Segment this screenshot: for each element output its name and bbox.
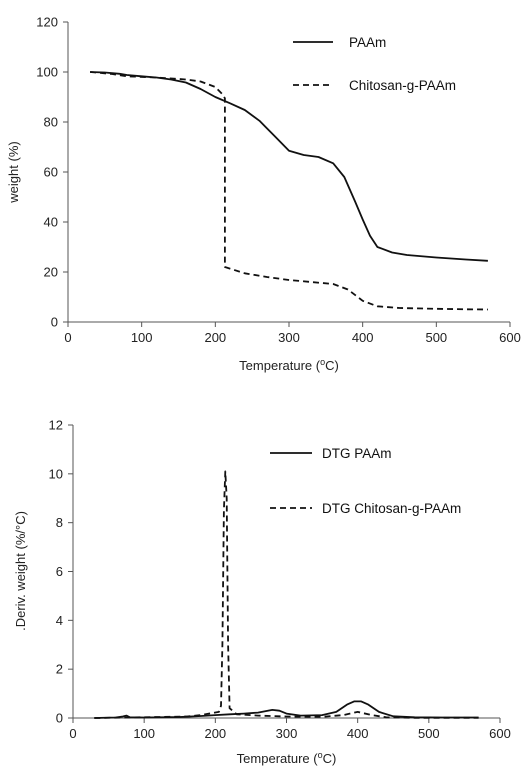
x-tick-label: 200 bbox=[204, 330, 226, 345]
y-tick-label: 12 bbox=[49, 418, 63, 433]
x-axis-title-end: C) bbox=[323, 751, 337, 766]
y-tick-label: 60 bbox=[44, 165, 58, 180]
x-tick-label: 300 bbox=[278, 330, 300, 345]
y-tick-label: 10 bbox=[49, 466, 63, 481]
y-tick-label: 4 bbox=[56, 613, 63, 628]
x-tick-label: 600 bbox=[499, 330, 521, 345]
x-axis-title-main: Temperature ( bbox=[237, 751, 319, 766]
y-tick-label: 80 bbox=[44, 115, 58, 130]
y-tick-label: 8 bbox=[56, 515, 63, 530]
x-tick-label: 200 bbox=[204, 726, 226, 741]
y-tick-label: 6 bbox=[56, 564, 63, 579]
y-tick-label: 40 bbox=[44, 215, 58, 230]
series-line-1 bbox=[94, 700, 479, 719]
y-tick-label: 2 bbox=[56, 662, 63, 677]
series-line-1 bbox=[90, 71, 488, 262]
chart-2: 0 100 200 300 400 500 600 0 2 4 6 8 10 12 .Deriv. weig… bbox=[13, 418, 511, 767]
x-axis-title-superscript: o bbox=[318, 750, 323, 760]
y-tick-label: 120 bbox=[36, 15, 58, 30]
x-axis-title: Temperature (oC) bbox=[239, 357, 339, 373]
x-tick-label: 100 bbox=[131, 330, 153, 345]
x-tick-label: 0 bbox=[69, 726, 76, 741]
x-tick-label: 500 bbox=[418, 726, 440, 741]
y-tick-label: 20 bbox=[44, 265, 58, 280]
x-tick-label: 400 bbox=[352, 330, 374, 345]
x-tick-label: 600 bbox=[489, 726, 511, 741]
legend-label-1: DTG PAAm bbox=[322, 446, 392, 461]
x-tick-label: 300 bbox=[276, 726, 298, 741]
chart-1: 0 100 200 300 400 500 600 0 20 40 60 80 100 120 weight… bbox=[6, 15, 521, 374]
series-line-2 bbox=[90, 71, 488, 311]
x-tick-label: 500 bbox=[425, 330, 447, 345]
x-tick-label: 0 bbox=[64, 330, 71, 345]
x-tick-label: 400 bbox=[347, 726, 369, 741]
y-tick-label: 0 bbox=[51, 315, 58, 330]
series-line-2 bbox=[94, 470, 479, 719]
x-axis-title-superscript: o bbox=[320, 357, 325, 367]
y-axis-title: .Deriv. weight (%/°C) bbox=[13, 511, 28, 631]
y-tick-label: 100 bbox=[36, 65, 58, 80]
y-tick-label: 0 bbox=[56, 711, 63, 726]
x-tick-label: 100 bbox=[133, 726, 155, 741]
legend-label-1: PAAm bbox=[349, 35, 386, 50]
x-axis-title-end: C) bbox=[325, 358, 339, 373]
x-axis-title-main: Temperature ( bbox=[239, 358, 321, 373]
legend-label-2: Chitosan-g-PAAm bbox=[349, 78, 456, 93]
y-axis-title: weight (%) bbox=[6, 141, 21, 203]
x-axis-title: Temperature (oC) bbox=[237, 750, 337, 766]
legend-label-2: DTG Chitosan-g-PAAm bbox=[322, 501, 461, 516]
